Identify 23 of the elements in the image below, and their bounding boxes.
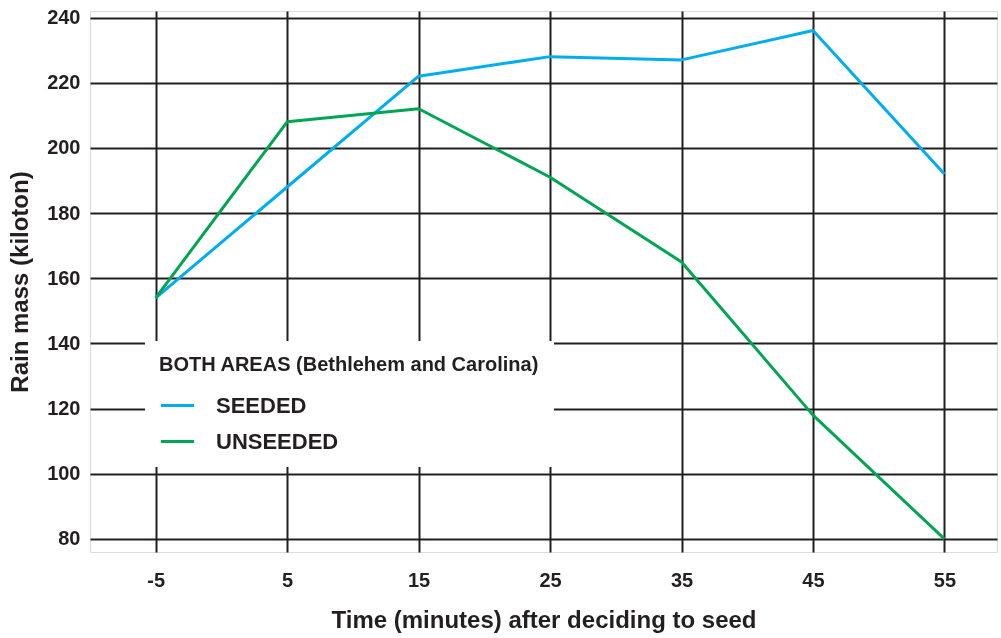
legend-label: UNSEEDED bbox=[216, 428, 339, 454]
x-tick-label: 5 bbox=[282, 568, 294, 591]
y-tick-label: 200 bbox=[47, 136, 81, 159]
x-tick-label: -5 bbox=[147, 568, 166, 591]
x-tick-label: 55 bbox=[933, 568, 957, 591]
legend-label: SEEDED bbox=[216, 392, 307, 418]
y-tick-label: 240 bbox=[47, 6, 81, 29]
x-tick-label: 25 bbox=[539, 568, 562, 591]
y-tick-label: 100 bbox=[47, 462, 81, 485]
x-axis-title: Time (minutes) after deciding to seed bbox=[331, 605, 757, 633]
y-tick-label: 180 bbox=[47, 201, 81, 224]
line-series bbox=[154, 107, 946, 541]
legend-title: BOTH AREAS (Bethlehem and Carolina) bbox=[159, 353, 539, 375]
y-tick-label: 220 bbox=[47, 71, 81, 94]
y-tick-label: 160 bbox=[47, 266, 81, 289]
y-tick-label: 80 bbox=[58, 527, 81, 550]
y-tick-label: 120 bbox=[47, 397, 81, 420]
x-tick-label: 45 bbox=[802, 568, 825, 591]
line-series bbox=[154, 29, 946, 300]
x-tick-label: 15 bbox=[408, 568, 431, 591]
x-tick-label: 35 bbox=[670, 568, 694, 591]
y-axis-title: Rain mass (kiloton) bbox=[6, 171, 34, 393]
y-tick-label: 140 bbox=[47, 331, 81, 354]
